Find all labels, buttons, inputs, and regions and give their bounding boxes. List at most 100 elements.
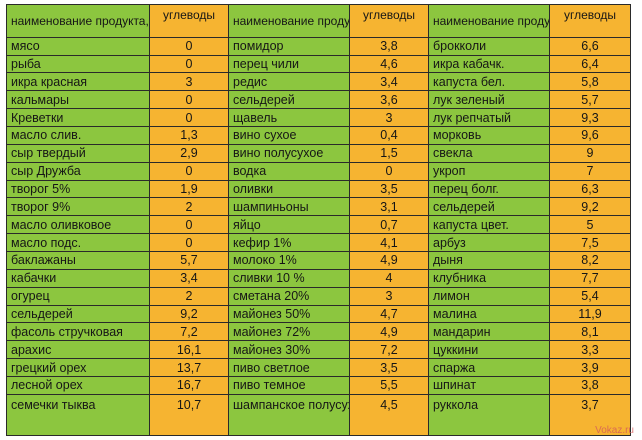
product-name-cell: редис: [228, 72, 350, 92]
carbs-value-cell: 0: [149, 54, 229, 74]
product-name-cell: огурец: [6, 286, 150, 306]
product-name-cell: брокколи: [428, 36, 550, 56]
table-row: сыр Дружба 0 водка 0 укроп 7: [6, 161, 631, 181]
carbs-value-cell: 7: [549, 161, 631, 181]
product-name-cell: сельдерей: [428, 197, 550, 217]
carbs-value-cell: 5: [549, 215, 631, 235]
carbs-value-cell: 11,9: [549, 304, 631, 324]
product-name-cell: сыр твердый: [6, 143, 150, 163]
table-row: кабачки 3,4 сливки 10 % 4 клубника 7,7: [6, 268, 631, 288]
carbs-table: наименование продукта, 100 г углеводы на…: [6, 4, 631, 437]
product-name-cell: перец болг.: [428, 179, 550, 199]
carbs-value-cell: 5,5: [349, 376, 429, 395]
product-name-cell: Креветки: [6, 108, 150, 127]
product-name-cell: майонез 72%: [228, 322, 350, 342]
carbs-value-cell: 0,4: [349, 125, 429, 145]
carbs-value-cell: 3,4: [149, 268, 229, 288]
product-name-cell: спаржа: [428, 358, 550, 377]
carbs-value-cell: 6,3: [549, 179, 631, 199]
header-name-cell: наименование продукта, 100 г: [428, 4, 550, 38]
carbs-value-cell: 7,5: [549, 233, 631, 252]
carbs-value-cell: 4,7: [349, 304, 429, 324]
product-name-cell: кабачки: [6, 268, 150, 288]
table-row: творог 9% 2 шампиньоны 3,1 сельдерей 9,2: [6, 197, 631, 217]
carbs-value-cell: 2: [149, 197, 229, 217]
carbs-value-cell: 6,6: [549, 36, 631, 56]
product-name-cell: помидор: [228, 36, 350, 56]
carbs-value-cell: 7,2: [349, 340, 429, 360]
carbs-value-cell: 2,9: [149, 143, 229, 163]
product-name-cell: арахис: [6, 340, 150, 360]
product-name-cell: капуста бел.: [428, 72, 550, 92]
product-name-cell: перец чили: [228, 54, 350, 74]
product-name-cell: масло оливковое: [6, 215, 150, 235]
product-name-cell: лимон: [428, 286, 550, 306]
carbs-value-cell: 13,7: [149, 358, 229, 377]
product-name-cell: сельдерей: [228, 90, 350, 110]
table-row: масло подс. 0 кефир 1% 4,1 арбуз 7,5: [6, 233, 631, 252]
carbs-value-cell: 4,1: [349, 233, 429, 252]
product-name-cell: творог 5%: [6, 179, 150, 199]
product-name-cell: укроп: [428, 161, 550, 181]
carbs-value-cell: 5,4: [549, 286, 631, 306]
carbs-value-cell: 9,6: [549, 125, 631, 145]
product-name-cell: яйцо: [228, 215, 350, 235]
carbs-value-cell: 4,6: [349, 54, 429, 74]
product-name-cell: майонез 30%: [228, 340, 350, 360]
header-carbs-cell: углеводы: [149, 4, 229, 38]
product-name-cell: арбуз: [428, 233, 550, 252]
product-name-cell: свекла: [428, 143, 550, 163]
product-name-cell: шпинат: [428, 376, 550, 395]
header-name-cell: наименование продукта, 100 г: [6, 4, 150, 38]
carbs-value-cell: 4: [349, 268, 429, 288]
carbs-value-cell: 0,7: [349, 215, 429, 235]
carbs-value-cell: 1,3: [149, 125, 229, 145]
product-name-cell: мясо: [6, 36, 150, 56]
carbs-value-cell: 9,3: [549, 108, 631, 127]
product-name-cell: капуста цвет.: [428, 215, 550, 235]
product-name-cell: руккола: [428, 393, 550, 437]
product-name-cell: сельдерей: [6, 304, 150, 324]
header-name-cell: наименование продукта, 100 г: [228, 4, 350, 38]
product-name-cell: клубника: [428, 268, 550, 288]
product-name-cell: цуккини: [428, 340, 550, 360]
product-name-cell: шампанское полусухое: [228, 393, 350, 437]
carbs-value-cell: 0: [349, 161, 429, 181]
carbs-value-cell: 3: [349, 286, 429, 306]
product-name-cell: дыня: [428, 250, 550, 270]
carbs-value-cell: 16,7: [149, 376, 229, 395]
carbs-value-cell: 3,7: [549, 393, 631, 437]
carbs-value-cell: 4,9: [349, 250, 429, 270]
carbs-value-cell: 0: [149, 90, 229, 110]
carbs-value-cell: 0: [149, 233, 229, 252]
table-row: баклажаны 5,7 молоко 1% 4,9 дыня 8,2: [6, 250, 631, 270]
carbs-value-cell: 3: [149, 72, 229, 92]
carbs-value-cell: 3,9: [549, 358, 631, 377]
carbs-value-cell: 0: [149, 36, 229, 56]
carbs-value-cell: 3,8: [549, 376, 631, 395]
table-row: фасоль стручковая 7,2 майонез 72% 4,9 мандар…: [6, 322, 631, 342]
carbs-value-cell: 1,9: [149, 179, 229, 199]
product-name-cell: сливки 10 %: [228, 268, 350, 288]
product-name-cell: икра кабачк.: [428, 54, 550, 74]
carbs-value-cell: 6,4: [549, 54, 631, 74]
carbs-value-cell: 9,2: [149, 304, 229, 324]
carbs-value-cell: 0: [149, 215, 229, 235]
carbs-value-cell: 3: [349, 108, 429, 127]
product-name-cell: пиво светлое: [228, 358, 350, 377]
carbs-value-cell: 8,1: [549, 322, 631, 342]
product-name-cell: масло подс.: [6, 233, 150, 252]
product-name-cell: мандарин: [428, 322, 550, 342]
carbs-value-cell: 16,1: [149, 340, 229, 360]
table-row: грецкий орех 13,7 пиво светлое 3,5 спаржа 3,9: [6, 358, 631, 377]
header-carbs-cell: углеводы: [549, 4, 631, 38]
product-name-cell: малина: [428, 304, 550, 324]
carbs-value-cell: 0: [149, 161, 229, 181]
product-name-cell: сметана 20%: [228, 286, 350, 306]
product-name-cell: фасоль стручковая: [6, 322, 150, 342]
product-name-cell: икра красная: [6, 72, 150, 92]
carbs-value-cell: 3,1: [349, 197, 429, 217]
product-name-cell: вино сухое: [228, 125, 350, 145]
table-row: масло слив. 1,3 вино сухое 0,4 морковь 9,6: [6, 125, 631, 145]
